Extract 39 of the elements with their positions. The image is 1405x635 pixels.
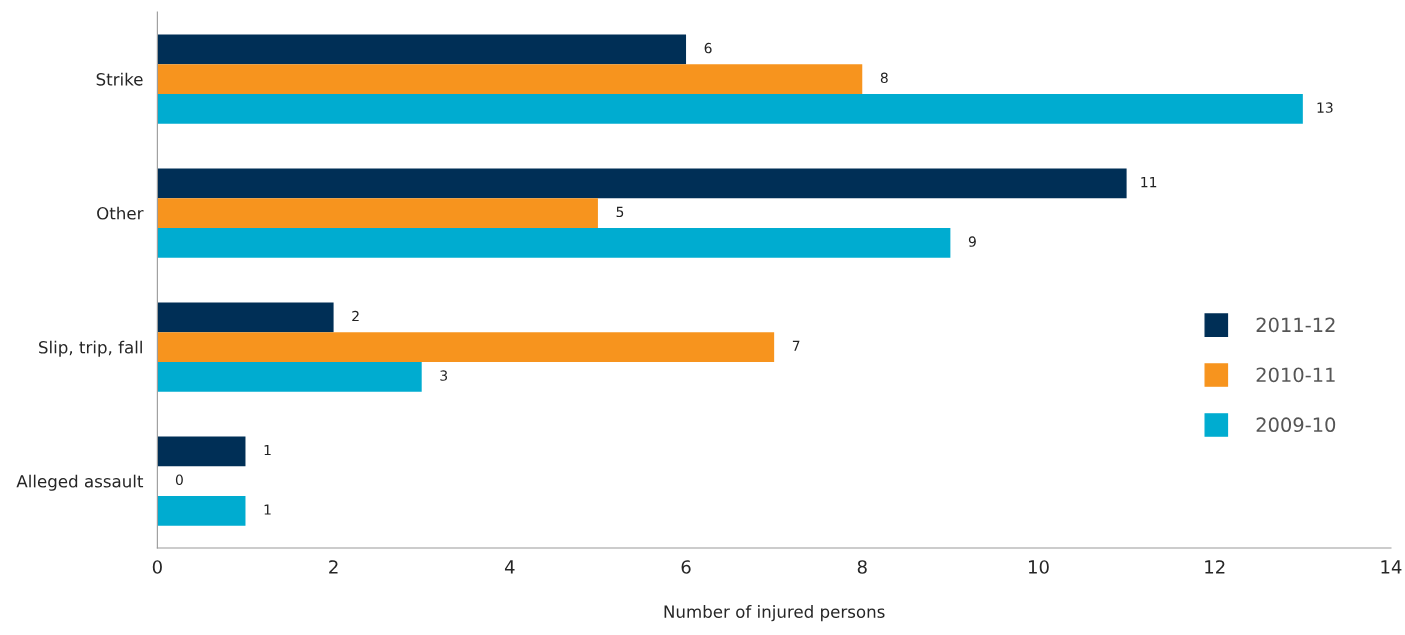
data-label: 1 [264,504,271,515]
y-tick-label: Strike [96,72,143,86]
bar [157,302,334,333]
data-label: 9 [968,236,976,247]
bar [157,227,951,258]
data-label: 2 [352,310,359,322]
data-label: 6 [704,42,712,54]
bar [157,332,775,362]
y-tick-label: Slip, trip, fall [39,340,142,357]
data-label: 1 [264,444,271,456]
data-label: 0 [175,474,183,486]
x-tick-label: 12 [1205,560,1225,574]
y-tick-label: Other [97,206,144,220]
x-tick-label: 10 [1028,560,1049,574]
data-label: 13 [1317,102,1333,113]
data-label: 8 [880,72,888,84]
x-tick-label: 14 [1381,560,1402,574]
bar [157,34,687,65]
x-tick-label: 6 [681,560,691,574]
legend-label: 2009-10 [1256,417,1336,433]
x-tick-label: 4 [504,560,515,574]
legend-label: 2011-12 [1256,317,1335,333]
bar [157,64,863,94]
bar [157,436,246,467]
data-label: 7 [792,340,800,351]
bar [157,361,422,392]
y-tick-label: Alleged assault [16,474,144,491]
bar [157,93,1303,124]
legend-label: 2010-11 [1256,367,1335,383]
x-axis-title: Number of injured persons [664,605,885,622]
bar [157,168,1127,199]
x-tick-label: 2 [329,560,338,574]
x-tick-label: 0 [152,560,162,574]
bar [157,495,246,526]
data-label: 5 [616,206,624,218]
x-tick-label: 8 [857,560,867,574]
bar [157,198,598,228]
data-label: 11 [1141,177,1157,188]
data-label: 3 [440,370,448,381]
